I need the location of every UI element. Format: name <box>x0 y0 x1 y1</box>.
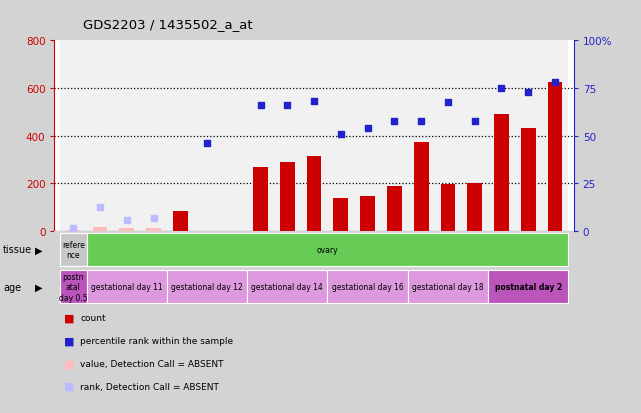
Bar <box>333 198 348 231</box>
Bar <box>140 41 167 231</box>
Text: count: count <box>80 313 106 323</box>
Text: gestational day 18: gestational day 18 <box>412 282 484 292</box>
Text: ■: ■ <box>64 336 74 346</box>
Text: ▶: ▶ <box>35 282 43 292</box>
Bar <box>274 41 301 231</box>
Bar <box>307 157 321 231</box>
Text: age: age <box>3 282 21 292</box>
Text: GDS2203 / 1435502_a_at: GDS2203 / 1435502_a_at <box>83 18 253 31</box>
Bar <box>167 41 194 231</box>
Point <box>309 99 319 105</box>
Text: ■: ■ <box>64 313 74 323</box>
Text: ■: ■ <box>64 381 74 391</box>
Bar <box>467 184 482 231</box>
Text: gestational day 14: gestational day 14 <box>251 282 323 292</box>
Bar <box>488 271 569 304</box>
Point <box>255 102 265 109</box>
Point <box>202 140 212 147</box>
Text: ovary: ovary <box>317 245 338 254</box>
Point <box>95 204 105 211</box>
Point <box>148 215 158 221</box>
Text: gestational day 16: gestational day 16 <box>332 282 403 292</box>
Bar <box>280 162 295 231</box>
Point <box>363 126 373 133</box>
Bar <box>173 211 188 231</box>
Text: gestational day 12: gestational day 12 <box>171 282 243 292</box>
Bar <box>547 83 562 231</box>
Point <box>416 118 426 125</box>
Bar <box>328 271 408 304</box>
Bar <box>462 41 488 231</box>
Bar <box>87 41 113 231</box>
Bar <box>247 271 328 304</box>
Point <box>68 225 78 232</box>
Point <box>523 90 533 96</box>
Bar <box>113 41 140 231</box>
Point <box>470 118 480 125</box>
Bar <box>60 41 87 231</box>
Bar <box>247 41 274 231</box>
Point <box>336 132 346 138</box>
Bar <box>301 41 328 231</box>
Bar <box>488 41 515 231</box>
Bar <box>408 271 488 304</box>
Text: ■: ■ <box>64 358 74 368</box>
Text: postnatal day 2: postnatal day 2 <box>495 282 562 292</box>
Bar <box>60 233 87 267</box>
Text: refere
nce: refere nce <box>62 240 85 259</box>
Bar <box>328 41 354 231</box>
Text: postn
atal
day 0.5: postn atal day 0.5 <box>59 272 88 302</box>
Bar <box>221 41 247 231</box>
Bar <box>354 41 381 231</box>
Bar <box>414 142 428 231</box>
Text: gestational day 11: gestational day 11 <box>91 282 163 292</box>
Bar <box>360 197 375 231</box>
Bar <box>521 129 536 231</box>
Bar <box>119 229 134 231</box>
Point <box>282 102 292 109</box>
Bar <box>60 271 87 304</box>
Bar <box>408 41 435 231</box>
Text: percentile rank within the sample: percentile rank within the sample <box>80 336 233 345</box>
Point <box>443 100 453 106</box>
Bar <box>515 41 542 231</box>
Bar <box>167 271 247 304</box>
Bar <box>194 41 221 231</box>
Bar <box>494 115 509 231</box>
Point <box>496 85 506 92</box>
Bar <box>387 186 402 231</box>
Text: rank, Detection Call = ABSENT: rank, Detection Call = ABSENT <box>80 382 219 391</box>
Text: tissue: tissue <box>3 245 32 255</box>
Bar <box>146 228 161 231</box>
Bar <box>381 41 408 231</box>
Text: value, Detection Call = ABSENT: value, Detection Call = ABSENT <box>80 359 224 368</box>
Point <box>550 80 560 86</box>
Point <box>389 118 399 125</box>
Point <box>122 217 132 224</box>
Text: ▶: ▶ <box>35 245 43 255</box>
Bar <box>66 230 81 231</box>
Bar <box>440 185 455 231</box>
Bar <box>542 41 569 231</box>
Bar <box>253 167 268 231</box>
Bar <box>87 271 167 304</box>
Bar <box>435 41 462 231</box>
Bar <box>92 228 107 231</box>
